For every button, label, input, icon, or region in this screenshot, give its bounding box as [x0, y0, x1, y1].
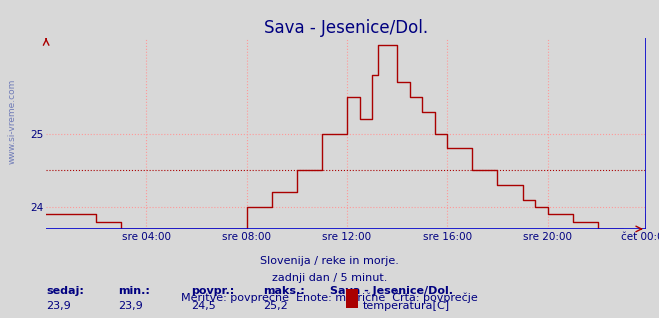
Text: Sava - Jesenice/Dol.: Sava - Jesenice/Dol.	[330, 286, 453, 296]
Text: zadnji dan / 5 minut.: zadnji dan / 5 minut.	[272, 273, 387, 283]
Text: 23,9: 23,9	[46, 301, 71, 310]
Title: Sava - Jesenice/Dol.: Sava - Jesenice/Dol.	[264, 19, 428, 37]
Text: sedaj:: sedaj:	[46, 286, 84, 296]
Text: min.:: min.:	[119, 286, 150, 296]
Text: maks.:: maks.:	[264, 286, 305, 296]
Text: 24,5: 24,5	[191, 301, 216, 310]
Text: Slovenija / reke in morje.: Slovenija / reke in morje.	[260, 256, 399, 266]
Text: povpr.:: povpr.:	[191, 286, 235, 296]
Text: temperatura[C]: temperatura[C]	[362, 301, 449, 310]
Text: Meritve: povprečne  Enote: metrične  Črta: povprečje: Meritve: povprečne Enote: metrične Črta:…	[181, 291, 478, 303]
Text: 23,9: 23,9	[119, 301, 144, 310]
Text: www.si-vreme.com: www.si-vreme.com	[8, 78, 17, 163]
Text: 25,2: 25,2	[264, 301, 289, 310]
